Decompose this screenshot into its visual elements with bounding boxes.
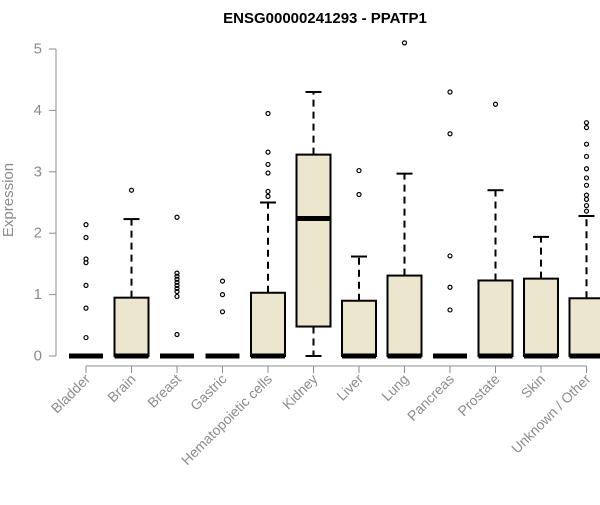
outlier-point bbox=[403, 41, 407, 45]
outlier-point bbox=[266, 171, 270, 175]
outlier-point bbox=[585, 209, 589, 213]
y-tick-label: 5 bbox=[34, 41, 42, 58]
outlier-point bbox=[357, 193, 361, 197]
outlier-point bbox=[585, 204, 589, 208]
outlier-point bbox=[175, 215, 179, 219]
x-tick-label: Skin bbox=[518, 371, 549, 402]
box-rect bbox=[297, 155, 331, 327]
outlier-point bbox=[585, 142, 589, 146]
box-liver bbox=[342, 169, 376, 356]
x-tick-label: Lung bbox=[378, 371, 411, 404]
outlier-point bbox=[448, 254, 452, 258]
outlier-point bbox=[266, 194, 270, 198]
x-tick-label: Bladder bbox=[48, 371, 94, 417]
box-rect bbox=[251, 293, 285, 356]
outlier-point bbox=[448, 90, 452, 94]
box-kidney bbox=[297, 92, 331, 356]
box-rect bbox=[479, 280, 513, 356]
outlier-point bbox=[585, 176, 589, 180]
outlier-point bbox=[221, 293, 225, 297]
y-tick-label: 0 bbox=[34, 348, 42, 365]
outlier-point bbox=[448, 132, 452, 136]
outlier-point bbox=[585, 167, 589, 171]
box-skin bbox=[524, 237, 558, 356]
x-tick-label: Hematopoietic cells bbox=[178, 371, 275, 468]
box-rect bbox=[570, 298, 600, 356]
outlier-point bbox=[585, 183, 589, 187]
outlier-point bbox=[585, 197, 589, 201]
chart-title: ENSG00000241293 - PPATP1 bbox=[223, 10, 427, 27]
outlier-point bbox=[585, 126, 589, 130]
y-tick-label: 4 bbox=[34, 102, 42, 119]
box-unknown-other bbox=[570, 121, 600, 356]
outlier-point bbox=[221, 279, 225, 283]
outlier-point bbox=[84, 235, 88, 239]
outlier-point bbox=[448, 308, 452, 312]
outlier-point bbox=[585, 121, 589, 125]
outlier-point bbox=[266, 150, 270, 154]
outlier-point bbox=[357, 169, 361, 173]
outlier-point bbox=[130, 188, 134, 192]
outlier-point bbox=[448, 285, 452, 289]
y-tick-label: 2 bbox=[34, 225, 42, 242]
box-rect bbox=[524, 279, 558, 356]
outlier-point bbox=[84, 336, 88, 340]
box-rect bbox=[115, 298, 149, 356]
outlier-point bbox=[266, 162, 270, 166]
outlier-point bbox=[585, 193, 589, 197]
outlier-point bbox=[84, 306, 88, 310]
box-rect bbox=[342, 301, 376, 356]
outlier-point bbox=[175, 294, 179, 298]
x-tick-label: Breast bbox=[144, 371, 184, 411]
x-tick-label: Pancreas bbox=[404, 371, 457, 424]
box-breast bbox=[160, 215, 194, 356]
outlier-point bbox=[266, 111, 270, 115]
box-bladder bbox=[69, 223, 103, 356]
x-tick-label: Brain bbox=[104, 371, 138, 405]
outlier-point bbox=[84, 223, 88, 227]
outlier-point bbox=[585, 154, 589, 158]
boxes-group bbox=[69, 41, 600, 356]
x-tick-label: Liver bbox=[333, 371, 366, 404]
x-tick-label: Kidney bbox=[279, 371, 321, 413]
outlier-point bbox=[175, 333, 179, 337]
x-tick-label: Gastric bbox=[187, 371, 230, 414]
box-gastric bbox=[206, 279, 240, 356]
x-tick-label: Unknown / Other bbox=[508, 371, 594, 457]
outlier-point bbox=[266, 189, 270, 193]
y-axis-label: Expression bbox=[0, 163, 17, 237]
box-prostate bbox=[479, 102, 513, 356]
outlier-point bbox=[494, 102, 498, 106]
outlier-point bbox=[84, 283, 88, 287]
y-tick-label: 3 bbox=[34, 163, 42, 180]
y-tick-label: 1 bbox=[34, 286, 42, 303]
box-rect bbox=[388, 276, 422, 356]
box-brain bbox=[115, 188, 149, 356]
box-lung bbox=[388, 41, 422, 356]
outlier-point bbox=[221, 310, 225, 314]
y-axis: 0 1 2 3 4 5 bbox=[34, 41, 56, 365]
x-tick-label: Prostate bbox=[454, 371, 502, 419]
box-hematopoietic-cells bbox=[251, 111, 285, 356]
box-pancreas bbox=[433, 90, 467, 356]
